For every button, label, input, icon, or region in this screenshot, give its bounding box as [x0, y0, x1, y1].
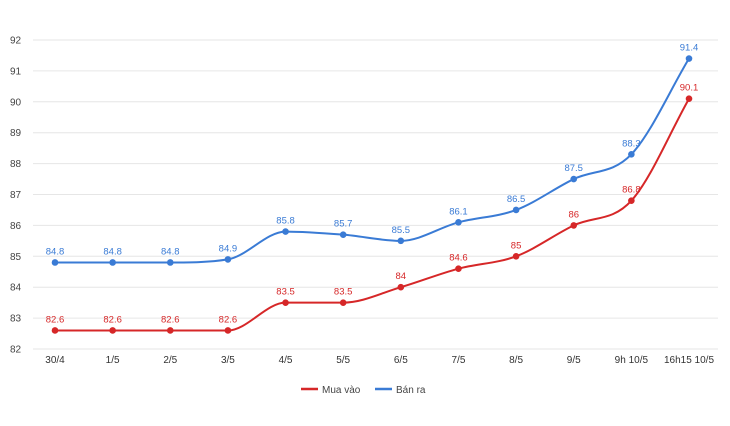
data-point-mua-vao	[455, 265, 462, 272]
data-point-ban-ra	[51, 259, 59, 266]
data-label-mua-vao: 84	[396, 271, 407, 282]
y-tick-label: 84	[10, 283, 22, 294]
series-ban-ra: 84.8 84.8 84.8 84.9 85.8 85.7 85.5 86.1 86.5 87.5…	[46, 43, 699, 266]
legend-label-mua-vao: Mua vào	[322, 385, 361, 396]
data-point-mua-vao	[339, 299, 347, 306]
x-tick-label: 9h 10/5	[615, 355, 649, 366]
data-label-ban-ra: 85.7	[334, 219, 353, 230]
x-tick-label: 5/5	[336, 355, 350, 366]
data-label-mua-vao: 82.6	[219, 314, 238, 325]
y-tick-label: 89	[10, 128, 22, 139]
data-label-mua-vao: 82.6	[46, 314, 65, 325]
data-point-mua-vao	[512, 252, 520, 260]
y-tick-label: 91	[10, 66, 22, 77]
series-mua-vao: 82.6 82.6 82.6 82.6 83.5 83.5 84 84.6 85 86 86.8 90…	[46, 83, 699, 334]
data-label-ban-ra: 86.5	[507, 194, 526, 205]
data-point-mua-vao	[51, 327, 59, 334]
data-label-mua-vao: 84.6	[449, 253, 468, 264]
y-tick-label: 92	[10, 36, 22, 47]
data-point-ban-ra	[628, 151, 635, 158]
data-point-ban-ra	[512, 206, 520, 214]
x-tick-label: 2/5	[163, 355, 177, 366]
x-tick-label: 8/5	[509, 355, 523, 366]
data-point-ban-ra	[570, 175, 578, 183]
data-label-ban-ra: 84.8	[161, 246, 180, 257]
data-point-mua-vao	[282, 299, 289, 306]
y-tick-label: 82	[10, 345, 22, 356]
y-tick-label: 85	[10, 252, 22, 263]
data-label-mua-vao: 85	[511, 240, 522, 251]
data-point-ban-ra	[109, 259, 116, 266]
y-tick-label: 83	[10, 314, 22, 325]
grid-layer	[33, 39, 718, 350]
x-tick-label: 6/5	[394, 355, 408, 366]
data-label-mua-vao: 90.1	[680, 83, 699, 94]
data-point-mua-vao	[109, 327, 116, 334]
x-tick-label: 7/5	[452, 355, 466, 366]
y-axis-ticks: 82 83 84 85 86 87 88 89 90 91 92	[10, 36, 22, 356]
data-point-ban-ra	[685, 55, 693, 62]
x-tick-label: 4/5	[279, 355, 293, 366]
data-label-mua-vao: 83.5	[334, 287, 353, 298]
data-point-ban-ra	[455, 219, 462, 226]
y-tick-label: 86	[10, 221, 22, 232]
data-point-mua-vao	[166, 327, 174, 334]
x-axis-ticks: 30/4 1/5 2/5 3/5 4/5 5/5 6/5 7/5 8/5 9/5 9h 10/5 16…	[45, 355, 714, 366]
data-point-ban-ra	[166, 259, 174, 266]
data-label-ban-ra: 87.5	[564, 163, 583, 174]
legend-label-ban-ra: Bán ra	[396, 385, 426, 396]
data-label-mua-vao: 82.6	[161, 314, 180, 325]
series-line-mua-vao	[55, 98, 690, 332]
x-tick-label: 1/5	[106, 355, 120, 366]
data-label-ban-ra: 88.3	[622, 138, 641, 149]
y-tick-label: 90	[10, 97, 22, 108]
data-point-mua-vao	[224, 327, 232, 334]
x-tick-label: 3/5	[221, 355, 235, 366]
data-point-mua-vao	[570, 222, 578, 229]
data-label-mua-vao: 82.6	[103, 314, 122, 325]
data-point-ban-ra	[339, 231, 347, 238]
data-point-mua-vao	[397, 283, 405, 291]
data-label-ban-ra: 85.5	[392, 225, 411, 236]
legend: Mua vào Bán ra	[301, 385, 426, 396]
data-label-ban-ra: 91.4	[680, 43, 699, 54]
data-label-mua-vao: 86.8	[622, 185, 641, 196]
data-label-ban-ra: 84.8	[103, 246, 122, 257]
data-point-mua-vao	[685, 95, 693, 103]
data-label-ban-ra: 85.8	[276, 216, 295, 227]
data-point-mua-vao	[628, 197, 635, 204]
data-point-ban-ra	[397, 237, 405, 245]
data-label-ban-ra: 84.9	[219, 243, 238, 254]
data-point-ban-ra	[224, 256, 232, 263]
y-tick-label: 88	[10, 159, 22, 170]
x-tick-label: 16h15 10/5	[664, 355, 714, 366]
data-point-ban-ra	[282, 228, 289, 235]
series-line-ban-ra	[55, 58, 690, 264]
x-tick-label: 30/4	[45, 355, 65, 366]
x-tick-label: 9/5	[567, 355, 581, 366]
data-label-ban-ra: 86.1	[449, 206, 468, 217]
series-layer: 82.6 82.6 82.6 82.6 83.5 83.5 84 84.6 85 86 86.8 90…	[46, 43, 699, 334]
data-label-ban-ra: 84.8	[46, 246, 65, 257]
data-label-mua-vao: 86	[568, 209, 579, 220]
y-tick-label: 87	[10, 190, 22, 201]
data-label-mua-vao: 83.5	[276, 287, 295, 298]
